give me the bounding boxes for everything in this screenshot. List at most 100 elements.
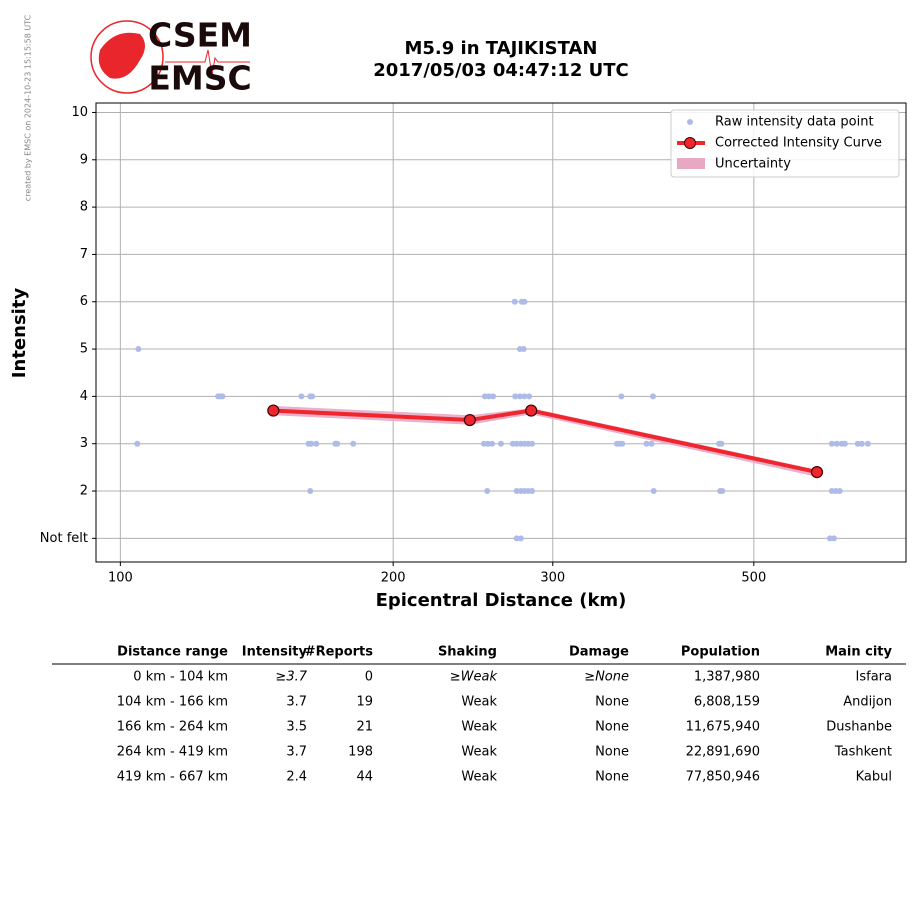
y-tick-label: 10 (71, 105, 88, 120)
y-tick-label: 3 (80, 436, 88, 451)
y-axis-label: Intensity (9, 288, 30, 379)
raw-point (650, 488, 657, 495)
raw-point (485, 393, 492, 400)
raw-point (513, 535, 520, 542)
raw-point (484, 440, 491, 447)
y-tick-label: 9 (80, 152, 88, 167)
raw-point (313, 440, 320, 447)
table-cell: 21 (356, 720, 373, 735)
logo-globe (90, 20, 164, 94)
raw-point (511, 298, 518, 305)
raw-point (309, 393, 316, 400)
table-cell: Weak (461, 695, 497, 710)
table-cell: None (595, 770, 629, 785)
side-note: created by EMSC on 2024-10-23 15:15:58 U… (24, 14, 33, 201)
legend-box (670, 109, 900, 178)
table-cell: 198 (348, 745, 373, 760)
table-cell: None (595, 745, 629, 760)
table-cell: 19 (356, 695, 373, 710)
raw-point (836, 488, 843, 495)
table-header: Distance range (117, 645, 228, 660)
x-tick-label: 200 (381, 571, 406, 586)
table-cell: Andijon (843, 695, 892, 710)
table-cell: Dushanbe (826, 720, 892, 735)
table-cell: ≥None (584, 670, 629, 685)
curve-marker (525, 404, 538, 417)
table-header: Population (681, 645, 760, 660)
table-header: Damage (569, 645, 629, 660)
raw-point (718, 440, 725, 447)
raw-point (135, 346, 142, 353)
raw-point (521, 298, 528, 305)
raw-point (334, 440, 341, 447)
raw-point (520, 346, 527, 353)
raw-point (516, 393, 523, 400)
raw-point (864, 440, 871, 447)
raw-point (298, 393, 305, 400)
table-cell: 264 km - 419 km (117, 745, 228, 760)
y-tick-label: 7 (80, 247, 88, 262)
legend-label: Uncertainty (715, 157, 791, 172)
raw-point (512, 393, 519, 400)
raw-point (858, 440, 865, 447)
x-axis-label: Epicentral Distance (km) (376, 590, 627, 611)
table-cell: 3.7 (286, 695, 307, 710)
raw-point (833, 440, 840, 447)
table-cell: 22,891,690 (686, 745, 760, 760)
table-cell: 2.4 (286, 770, 307, 785)
table-cell: 3.5 (286, 720, 307, 735)
intensity-curve (273, 408, 818, 475)
table-cell: 3.7 (286, 745, 307, 760)
table-cell: 166 km - 264 km (117, 720, 228, 735)
table-cell: 0 km - 104 km (133, 670, 228, 685)
raw-point (841, 440, 848, 447)
raw-point (828, 440, 835, 447)
raw-point (830, 535, 837, 542)
raw-point (513, 488, 520, 495)
raw-point (649, 393, 656, 400)
raw-point (643, 440, 650, 447)
table-cell: 11,675,940 (686, 720, 760, 735)
table-cell: 1,387,980 (694, 670, 760, 685)
chart-subtitle: 2017/05/03 04:47:12 UTC (373, 60, 629, 81)
x-tick-label: 100 (108, 571, 133, 586)
table-header: Intensity (242, 645, 308, 660)
raw-point (618, 393, 625, 400)
curve-marker (267, 404, 280, 417)
table-cell: None (595, 720, 629, 735)
legend-swatch (687, 119, 693, 125)
raw-point (529, 440, 536, 447)
raw-point (219, 393, 226, 400)
raw-point (517, 535, 524, 542)
logo-map (98, 32, 145, 79)
raw-point (307, 488, 314, 495)
logo-bottom: EMSC (148, 59, 251, 98)
table-header: Shaking (438, 645, 497, 660)
raw-point (308, 440, 315, 447)
table-cell: ≥Weak (450, 670, 498, 685)
x-tick-label: 500 (741, 571, 766, 586)
table-cell: Weak (461, 720, 497, 735)
raw-point (489, 440, 496, 447)
y-tick-label: 4 (80, 389, 88, 404)
raw-point (497, 440, 504, 447)
y-tick-label: 2 (80, 484, 88, 499)
table-cell: Weak (461, 745, 497, 760)
table-header: Main city (825, 645, 892, 660)
raw-point (526, 393, 533, 400)
table-cell: Isfara (856, 670, 892, 685)
table-cell: 77,850,946 (686, 770, 760, 785)
table-cell: 44 (356, 770, 373, 785)
legend-label: Corrected Intensity Curve (715, 136, 882, 151)
table-cell: Tashkent (834, 745, 892, 760)
raw-point (529, 488, 536, 495)
table-cell: ≥3.7 (275, 670, 307, 685)
logo-wave (165, 49, 250, 76)
logo: CSEM EMSC (90, 16, 252, 98)
legend-swatch (677, 158, 705, 169)
raw-point (719, 488, 726, 495)
table-cell: Weak (461, 770, 497, 785)
x-tick-label: 300 (540, 571, 565, 586)
curve-marker (463, 413, 476, 427)
